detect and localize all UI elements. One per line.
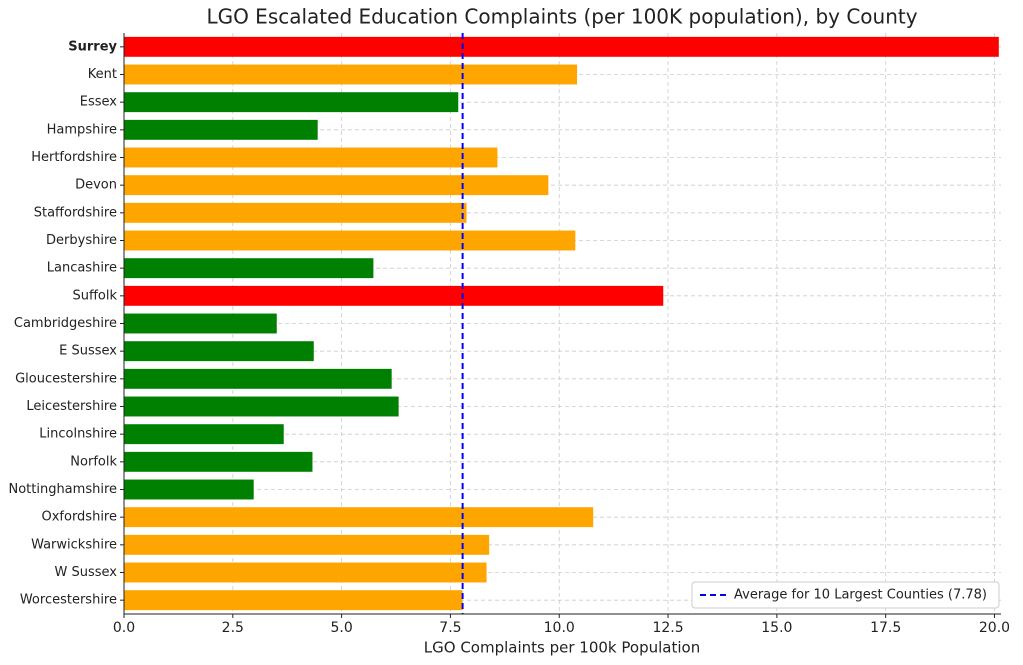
bar <box>124 119 318 140</box>
y-tick-label: Norfolk <box>70 454 117 469</box>
bar <box>124 424 284 445</box>
x-tick-label: 17.5 <box>870 620 901 636</box>
bar <box>124 590 463 611</box>
y-tick-label: Kent <box>88 67 117 82</box>
y-tick-label: Worcestershire <box>20 593 117 608</box>
bar <box>124 285 664 306</box>
y-tick-label: Derbyshire <box>46 233 117 248</box>
bar <box>124 451 313 472</box>
bar <box>124 230 576 251</box>
y-tick-label: Oxfordshire <box>41 510 117 525</box>
y-tick-label: Warwickshire <box>31 537 117 552</box>
legend-label: Average for 10 Largest Counties (7.78) <box>734 588 987 603</box>
bar <box>124 368 392 389</box>
x-tick-label: 15.0 <box>761 620 792 636</box>
bar <box>124 175 549 196</box>
legend-box <box>691 581 1000 609</box>
y-tick-label: Lancashire <box>47 261 117 276</box>
bar <box>124 341 314 362</box>
bar <box>124 92 459 113</box>
bar <box>124 202 467 223</box>
x-tick-label: 7.5 <box>439 620 461 636</box>
y-tick-label: Suffolk <box>72 288 117 303</box>
bar <box>124 258 374 279</box>
bar <box>124 562 487 583</box>
x-tick-label: 20.0 <box>979 620 1010 636</box>
y-tick-label: Gloucestershire <box>15 371 117 386</box>
x-axis-label: LGO Complaints per 100k Population <box>424 639 700 657</box>
x-tick-label: 5.0 <box>330 620 352 636</box>
y-tick-label: Cambridgeshire <box>14 316 117 331</box>
y-tick-label: Hampshire <box>47 122 117 137</box>
y-tick-label: Lincolnshire <box>39 427 117 442</box>
y-tick-label: W Sussex <box>55 565 118 580</box>
bar <box>124 396 399 417</box>
y-tick-label: E Sussex <box>59 344 117 359</box>
y-tick-label: Staffordshire <box>34 205 117 220</box>
bar <box>124 479 254 500</box>
y-tick-label: Devon <box>75 178 117 193</box>
bar <box>124 147 498 168</box>
y-tick-label: Nottinghamshire <box>8 482 117 497</box>
x-tick-label: 12.5 <box>652 620 683 636</box>
y-tick-label: Leicestershire <box>26 399 117 414</box>
bar <box>124 507 594 528</box>
x-tick-label: 10.0 <box>544 620 575 636</box>
bar <box>124 534 490 555</box>
x-tick-label: 2.5 <box>222 620 244 636</box>
y-tick-label: Hertfordshire <box>31 150 117 165</box>
bar <box>124 36 999 57</box>
y-tick-label: Surrey <box>68 39 117 54</box>
bar <box>124 313 277 334</box>
chart-title: LGO Escalated Education Complaints (per … <box>206 5 917 29</box>
y-tick-label: Essex <box>80 95 118 110</box>
bar <box>124 64 578 85</box>
x-tick-label: 0.0 <box>113 620 135 636</box>
